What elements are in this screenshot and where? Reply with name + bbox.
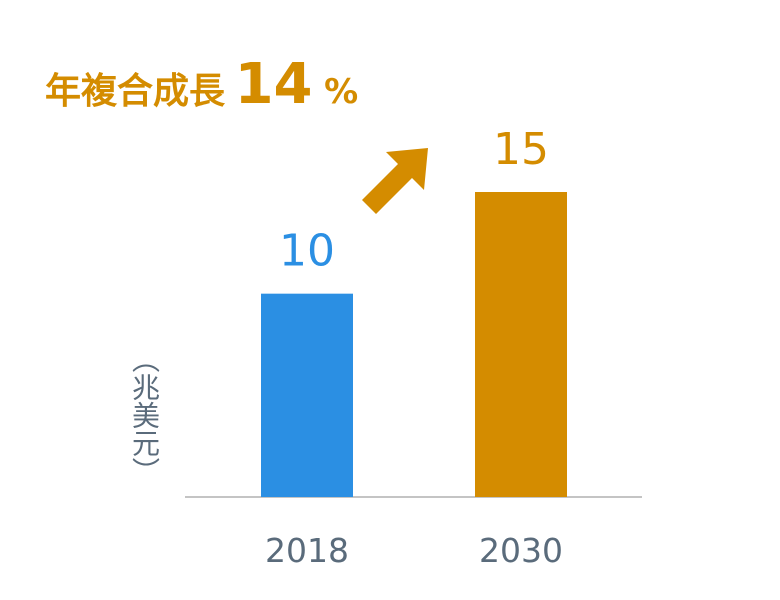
annotation-label: 年複合成長 — [45, 71, 226, 112]
y-axis-label: （兆美元） — [128, 345, 161, 485]
annotation-unit: % — [324, 72, 358, 112]
bar — [261, 293, 353, 497]
annotation-value: 14 — [235, 52, 313, 117]
annotation: 年複合成長 14 % — [45, 52, 358, 117]
growth-arrow — [362, 148, 428, 214]
bar — [475, 192, 567, 497]
x-tick-label: 2018 — [265, 531, 349, 570]
x-tick-label: 2030 — [479, 531, 563, 570]
value-label: 10 — [279, 226, 335, 277]
value-label: 15 — [493, 124, 549, 175]
